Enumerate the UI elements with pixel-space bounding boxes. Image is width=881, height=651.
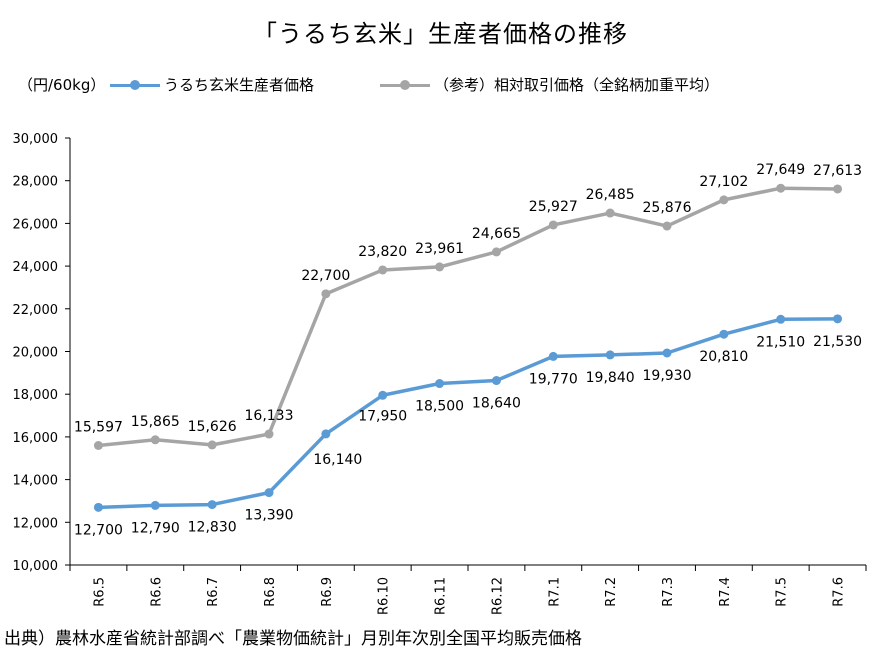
y-tick-label: 16,000 [13, 431, 59, 446]
data-label: 19,840 [586, 370, 635, 386]
data-label: 19,930 [643, 368, 692, 384]
legend-item-relative-price: （参考）相対取引価格（全銘柄加重平均） [380, 74, 719, 95]
legend-item-producer-price: うるち玄米生産者価格 [110, 74, 314, 95]
y-tick-label: 20,000 [13, 346, 59, 361]
y-tick-label: 26,000 [13, 217, 59, 232]
data-label: 18,640 [472, 396, 521, 412]
data-point [264, 488, 274, 498]
data-point [662, 348, 672, 358]
data-label: 26,485 [586, 187, 635, 203]
data-label: 13,390 [245, 508, 294, 524]
data-point [435, 262, 445, 272]
x-tick-label: R6.7 [206, 577, 221, 607]
x-tick-label: R6.11 [434, 577, 449, 615]
data-label: 19,770 [529, 371, 578, 387]
data-point [605, 208, 615, 218]
data-point [776, 183, 786, 193]
legend-label-producer-price: うるち玄米生産者価格 [164, 76, 315, 94]
y-tick-label: 22,000 [13, 303, 59, 318]
data-label: 23,820 [358, 244, 407, 260]
x-tick-label: R6.6 [149, 577, 164, 607]
data-point [207, 500, 217, 510]
data-point [719, 195, 729, 205]
data-label: 23,961 [415, 241, 464, 257]
data-point [93, 441, 103, 451]
y-tick-label: 24,000 [13, 260, 59, 275]
data-point [833, 314, 843, 324]
y-tick-label: 12,000 [13, 516, 59, 531]
y-tick-label: 14,000 [13, 474, 59, 489]
data-label: 21,510 [756, 334, 805, 350]
x-tick-label: R6.12 [490, 577, 505, 615]
data-point [719, 329, 729, 339]
data-point [378, 390, 388, 400]
y-tick-label: 10,000 [13, 559, 59, 574]
chart-title: 「うるち玄米」生産者価格の推移 [253, 20, 628, 48]
data-label: 22,700 [301, 268, 350, 284]
x-tick-label: R6.10 [377, 577, 392, 615]
x-tick-label: R7.3 [661, 577, 676, 607]
x-tick-label: R7.6 [832, 577, 847, 607]
data-label: 15,865 [131, 414, 180, 430]
data-point [776, 314, 786, 324]
legend-swatch-gray [380, 79, 430, 91]
x-tick-label: R7.4 [718, 577, 733, 607]
y-tick-label: 28,000 [13, 175, 59, 190]
data-point [150, 500, 160, 510]
data-point [548, 220, 558, 230]
data-point [605, 350, 615, 360]
data-label: 16,140 [313, 452, 362, 468]
data-point [150, 435, 160, 445]
x-tick-label: R7.2 [604, 577, 619, 607]
data-label: 12,790 [131, 520, 180, 536]
y-tick-label: 30,000 [13, 132, 59, 147]
data-point [264, 429, 274, 439]
x-tick-label: R6.9 [320, 577, 335, 607]
data-label: 21,530 [813, 334, 862, 350]
data-label: 17,950 [358, 408, 407, 424]
series-line-producer-price [98, 317, 838, 510]
data-label: 27,649 [756, 162, 805, 178]
data-label: 12,700 [74, 522, 123, 538]
x-tick-label: R6.5 [92, 577, 107, 607]
data-point [207, 440, 217, 450]
y-unit-label: （円/60kg） [18, 76, 106, 94]
data-label: 20,810 [699, 349, 748, 365]
data-point [491, 376, 501, 386]
data-point [93, 502, 103, 512]
data-point [321, 429, 331, 439]
data-point [662, 221, 672, 231]
x-tick-label: R7.5 [775, 577, 790, 607]
data-label: 24,665 [472, 226, 521, 242]
y-tick-label: 18,000 [13, 388, 59, 403]
data-label: 25,876 [643, 200, 692, 216]
data-label: 25,927 [529, 199, 578, 215]
series-line-relative-price [98, 186, 838, 448]
data-point [548, 351, 558, 361]
data-point [435, 379, 445, 389]
legend-label-relative-price: （参考）相対取引価格（全銘柄加重平均） [434, 76, 720, 94]
data-label: 18,500 [415, 399, 464, 415]
data-label: 27,102 [699, 174, 748, 190]
legend-swatch-blue [110, 79, 160, 91]
x-tick-label: R6.8 [263, 577, 278, 607]
data-point [378, 265, 388, 275]
data-label: 12,830 [188, 520, 237, 536]
data-label: 27,613 [813, 163, 862, 179]
data-point [321, 289, 331, 299]
data-label: 16,133 [245, 408, 294, 424]
data-label: 15,597 [74, 420, 123, 436]
data-point [833, 184, 843, 194]
data-label: 15,626 [188, 419, 237, 435]
data-point [491, 247, 501, 257]
x-tick-label: R7.1 [547, 577, 562, 607]
source-note: 出典）農林水産省統計部調べ「農業物価統計」月別年次別全国平均販売価格 [4, 629, 582, 649]
